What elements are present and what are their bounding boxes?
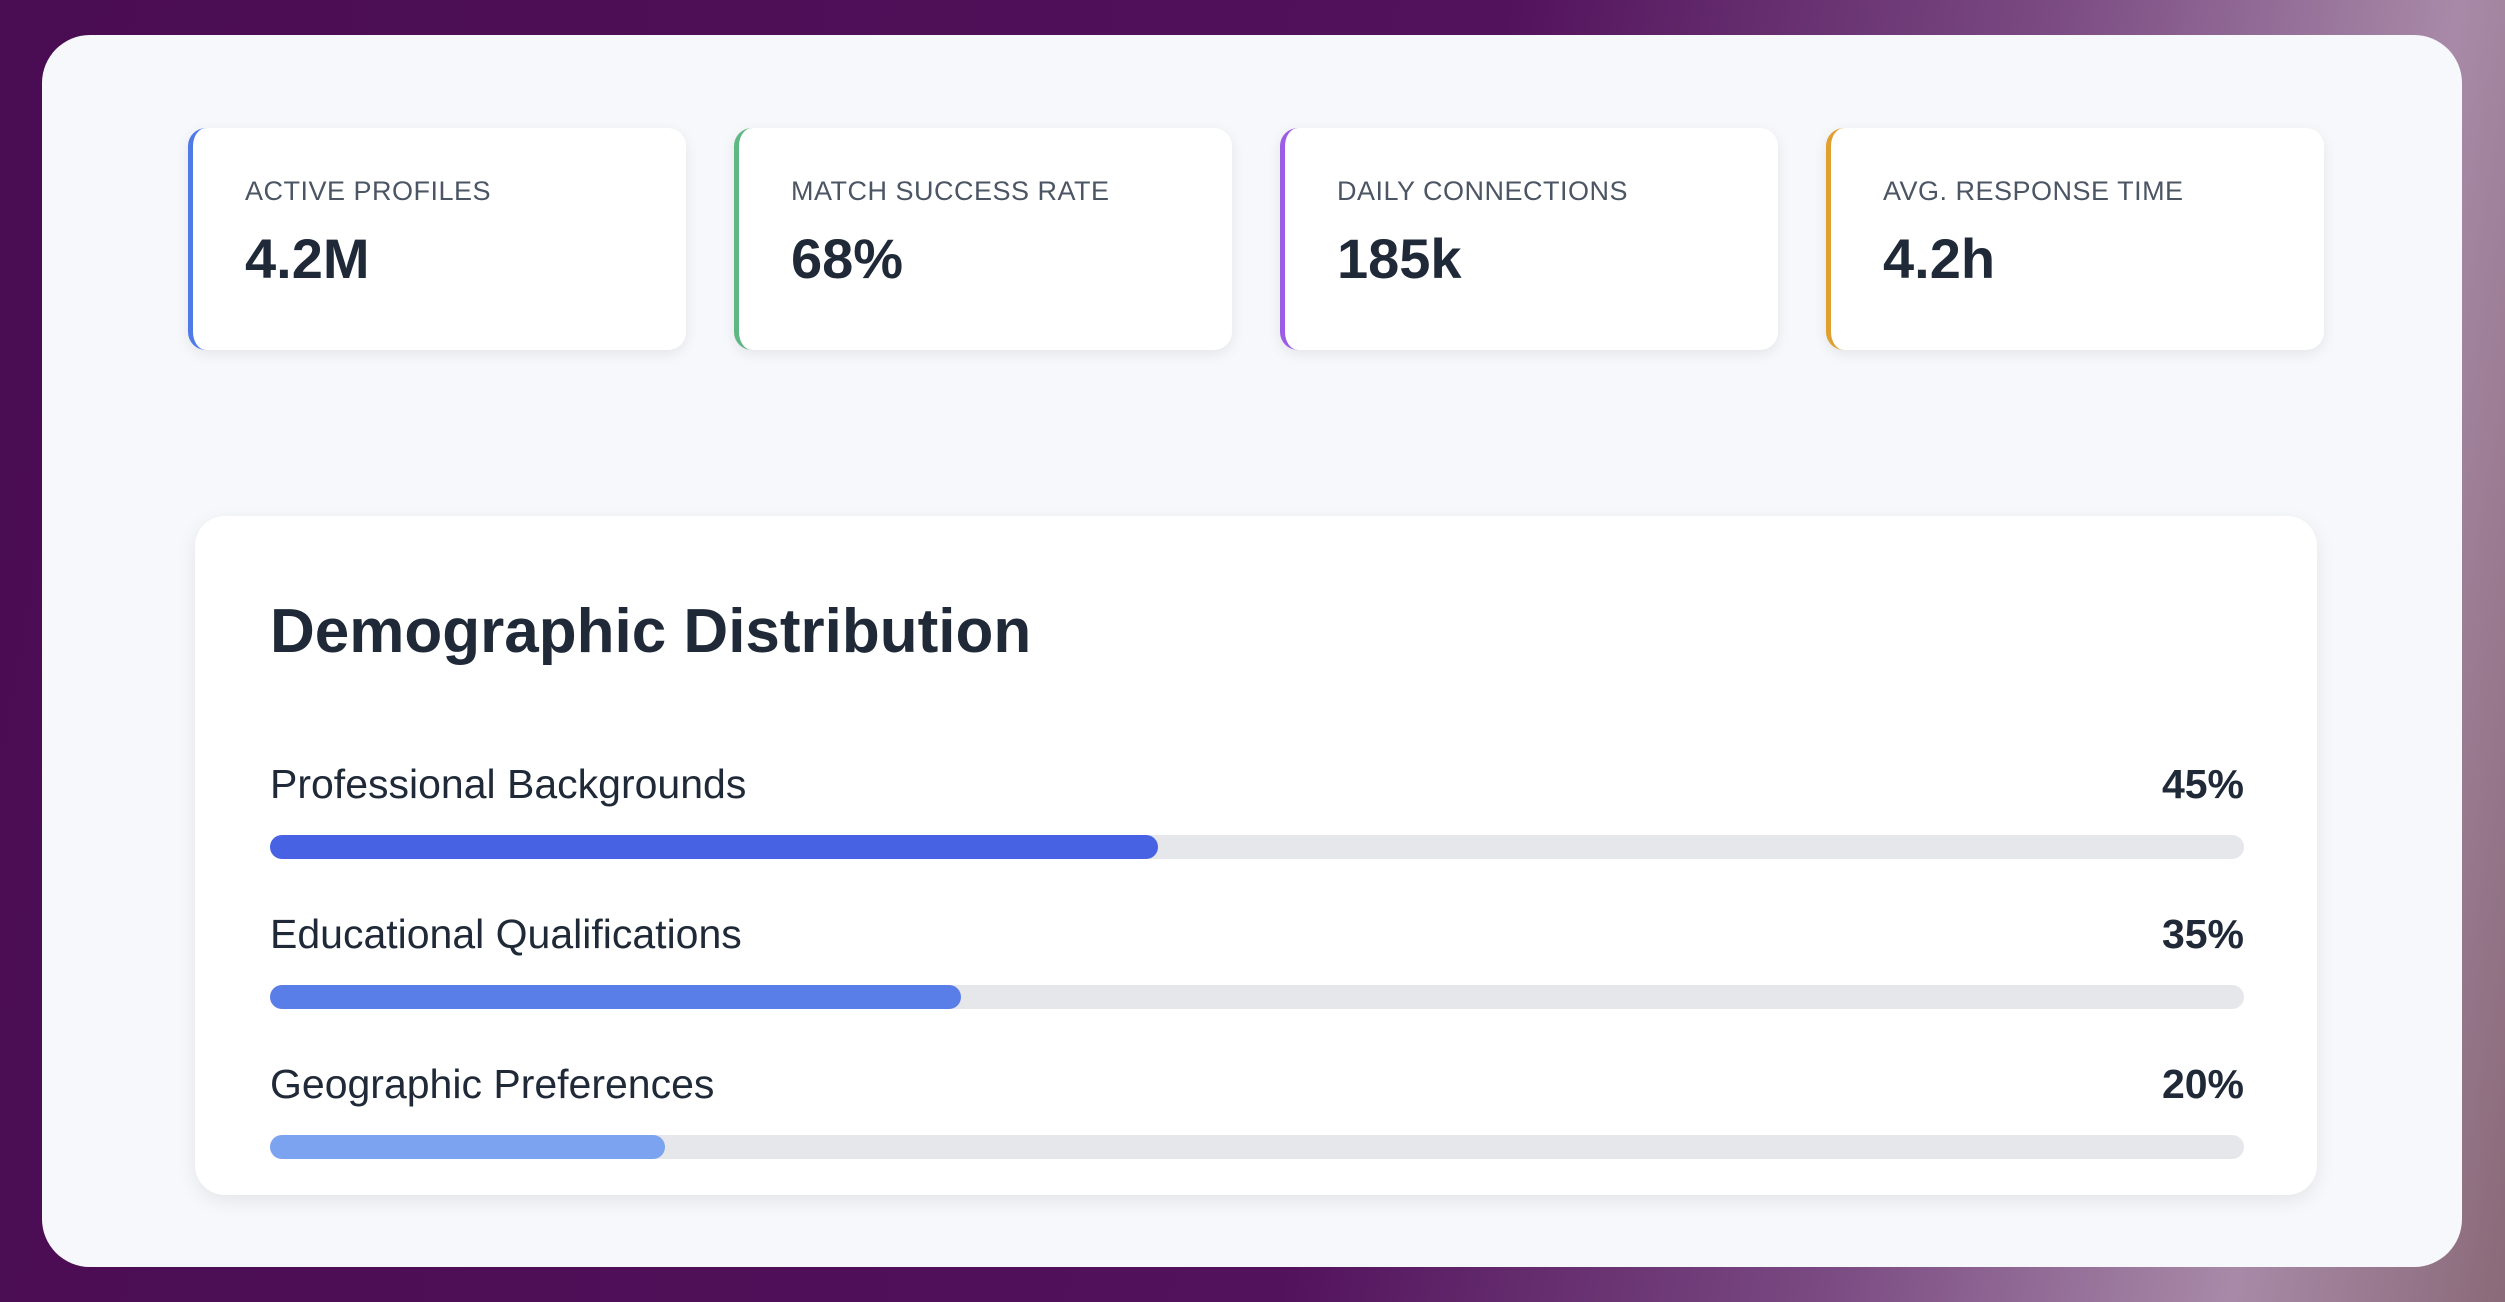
progress-bar xyxy=(270,1135,665,1159)
stat-label: ACTIVE PROFILES xyxy=(245,176,492,206)
stat-value: 185k xyxy=(1337,227,1462,290)
stat-card: DAILY CONNECTIONS 185k xyxy=(1280,128,1778,350)
progress-bar xyxy=(270,835,1159,859)
row-label: Professional Backgrounds xyxy=(270,761,747,807)
stat-label: DAILY CONNECTIONS xyxy=(1337,176,1629,206)
stat-value: 68% xyxy=(791,227,904,290)
stat-value: 4.2h xyxy=(1883,227,1996,290)
row-value: 35% xyxy=(2161,911,2244,957)
progress-track xyxy=(270,1135,2244,1159)
progress-bar xyxy=(270,985,961,1009)
stat-card: MATCH SUCCESS RATE 68% xyxy=(734,128,1232,350)
demographic-card: Demographic Distribution Professional Ba… xyxy=(195,516,2317,1195)
progress-track xyxy=(270,985,2244,1009)
section-title: Demographic Distribution xyxy=(270,597,1032,666)
stat-label: MATCH SUCCESS RATE xyxy=(791,176,1110,206)
stat-value: 4.2M xyxy=(245,227,370,290)
stat-card: AVG. RESPONSE TIME 4.2h xyxy=(1826,128,2324,350)
progress-track xyxy=(270,835,2244,859)
row-value: 20% xyxy=(2161,1061,2244,1107)
row-label: Geographic Preferences xyxy=(270,1061,715,1107)
dashboard-panel: Demographic Distribution Professional Ba… xyxy=(42,35,2462,1267)
row-label: Educational Qualifications xyxy=(270,911,742,957)
stat-label: AVG. RESPONSE TIME xyxy=(1883,176,2184,206)
row-value: 45% xyxy=(2161,761,2244,807)
stat-card: ACTIVE PROFILES 4.2M xyxy=(188,128,686,350)
